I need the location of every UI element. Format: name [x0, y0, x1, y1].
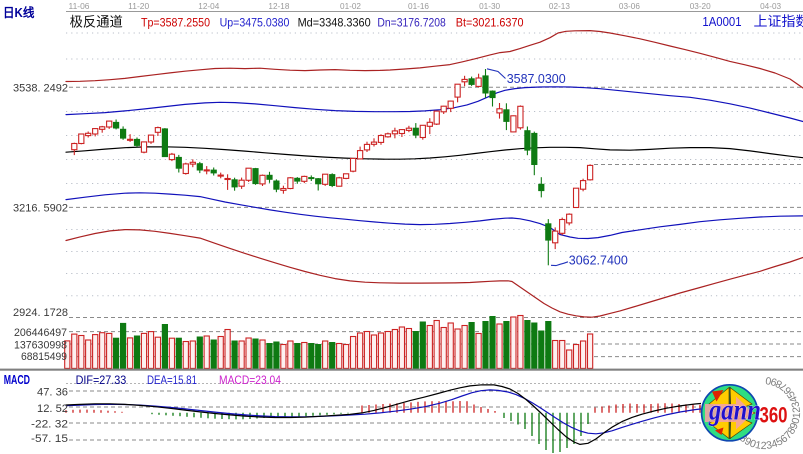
svg-text:03-20: 03-20 [690, 2, 711, 11]
svg-text:-57. 15: -57. 15 [31, 433, 68, 445]
svg-text:206446497: 206446497 [14, 327, 67, 339]
svg-text:Dn=3176.7208: Dn=3176.7208 [377, 16, 446, 30]
svg-text:9: 9 [788, 421, 801, 431]
svg-text:01-16: 01-16 [408, 2, 429, 11]
svg-text:9: 9 [742, 435, 753, 448]
svg-text:12-04: 12-04 [198, 2, 219, 11]
svg-text:Md=3348.3360: Md=3348.3360 [298, 16, 371, 30]
svg-text:DEA=15.81: DEA=15.81 [147, 373, 197, 387]
svg-text:1: 1 [754, 439, 762, 452]
svg-text:DIF=27.33: DIF=27.33 [76, 373, 127, 387]
svg-text:11-06: 11-06 [69, 2, 90, 11]
svg-text:3: 3 [789, 400, 802, 409]
svg-text:3: 3 [765, 439, 773, 452]
svg-text:0: 0 [765, 374, 773, 387]
svg-text:4: 4 [770, 438, 780, 451]
svg-text:3062.7400: 3062.7400 [569, 254, 628, 268]
svg-text:极反通道: 极反通道 [70, 15, 123, 30]
svg-text:1: 1 [791, 412, 803, 419]
svg-text:04-03: 04-03 [760, 2, 781, 11]
svg-text:0: 0 [748, 437, 758, 450]
svg-text:12-18: 12-18 [268, 2, 289, 11]
svg-text:3538. 2492: 3538. 2492 [13, 83, 68, 95]
svg-text:3587.0300: 3587.0300 [507, 72, 566, 86]
svg-text:MACD: MACD [4, 373, 30, 387]
svg-text:4: 4 [787, 394, 800, 405]
svg-text:12. 52: 12. 52 [37, 403, 68, 415]
svg-text:8: 8 [785, 425, 798, 437]
svg-text:Up=3475.0380: Up=3475.0380 [220, 16, 290, 30]
svg-text:5: 5 [774, 435, 785, 448]
svg-text:01-02: 01-02 [340, 2, 361, 11]
svg-text:上证指数: 上证指数 [754, 14, 803, 29]
svg-text:02-13: 02-13 [549, 2, 570, 11]
svg-text:-22. 32: -22. 32 [31, 418, 68, 430]
svg-text:47. 36: 47. 36 [37, 386, 68, 398]
svg-text:68815499: 68815499 [21, 351, 67, 363]
svg-text:0: 0 [790, 416, 803, 425]
svg-text:03-06: 03-06 [619, 2, 640, 11]
svg-text:2924. 1728: 2924. 1728 [13, 307, 68, 319]
svg-text:01-30: 01-30 [479, 2, 500, 11]
svg-text:日K线: 日K线 [3, 5, 35, 20]
svg-text:MACD=23.04: MACD=23.04 [219, 373, 281, 387]
svg-text:2: 2 [791, 406, 803, 413]
svg-text:1A0001: 1A0001 [702, 15, 741, 29]
svg-text:Tp=3587.2550: Tp=3587.2550 [141, 16, 210, 30]
svg-text:Bt=3021.6370: Bt=3021.6370 [456, 16, 524, 30]
svg-text:360: 360 [760, 403, 788, 428]
svg-text:5: 5 [785, 389, 798, 401]
svg-text:2: 2 [761, 440, 767, 452]
svg-text:3216. 5902: 3216. 5902 [13, 203, 68, 215]
svg-text:9: 9 [769, 375, 778, 388]
svg-text:137630998: 137630998 [14, 339, 67, 351]
svg-text:11-20: 11-20 [128, 2, 149, 11]
svg-text:8: 8 [773, 377, 784, 390]
svg-text:gann: gann [708, 394, 761, 427]
